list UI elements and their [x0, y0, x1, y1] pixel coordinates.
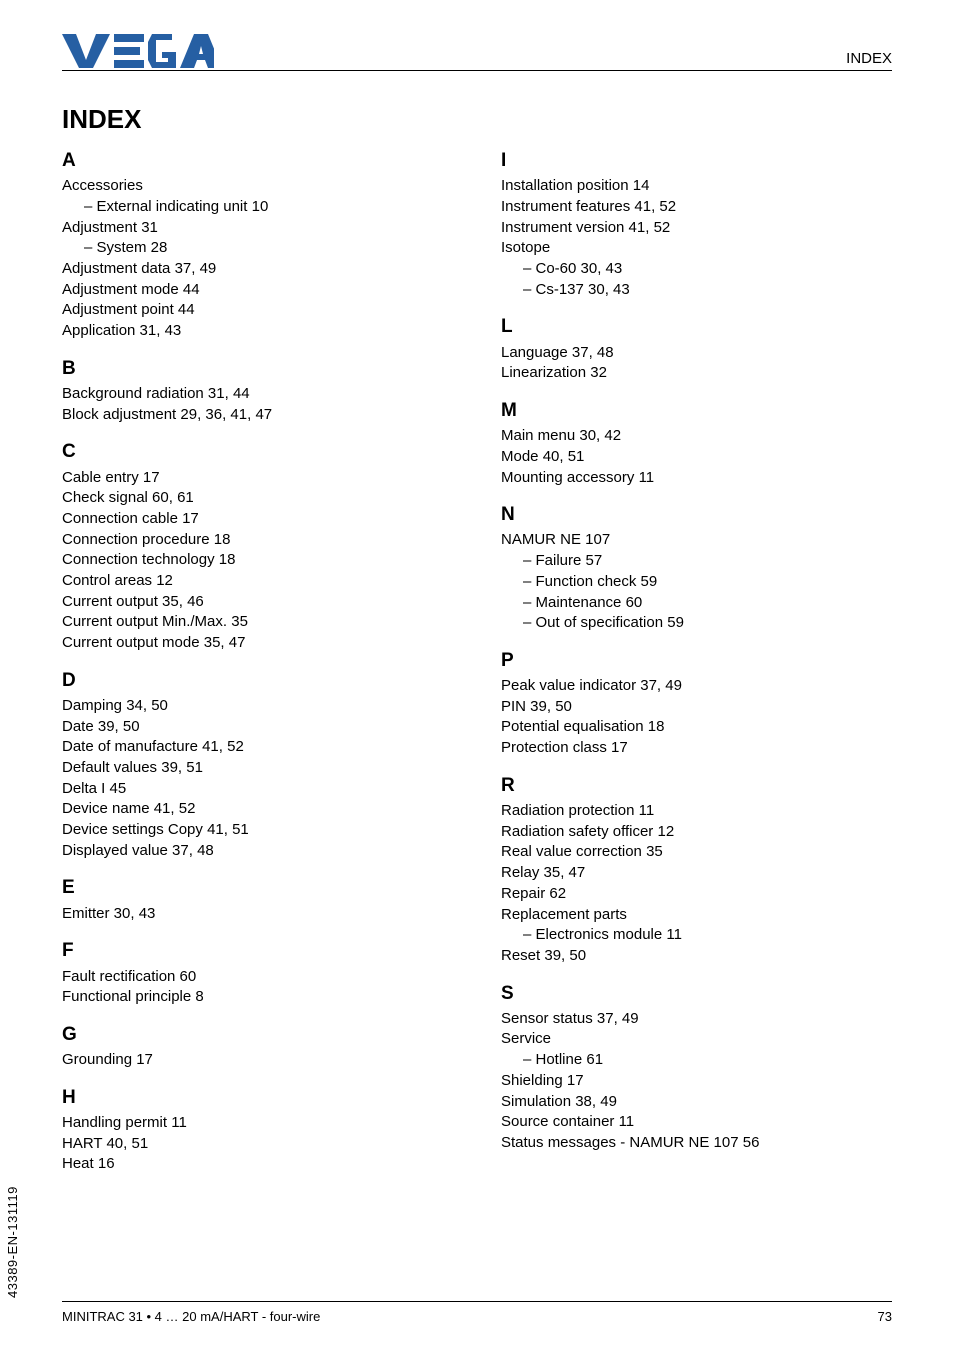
index-entry: Replacement parts [501, 905, 892, 926]
index-entry: Adjustment point 44 [62, 300, 453, 321]
index-entry: Repair 62 [501, 884, 892, 905]
index-entry: HART 40, 51 [62, 1134, 453, 1155]
index-entry: Language 37, 48 [501, 343, 892, 364]
index-subentry: – Function check 59 [501, 572, 892, 593]
index-letter: R [501, 773, 892, 799]
index-entry: NAMUR NE 107 [501, 530, 892, 551]
index-letter: B [62, 356, 453, 382]
index-entry: Peak value indicator 37, 49 [501, 676, 892, 697]
index-column-left: AAccessories– External indicating unit 1… [62, 148, 453, 1290]
index-letter: M [501, 398, 892, 424]
index-letter: I [501, 148, 892, 174]
index-subentry: – Out of specification 59 [501, 613, 892, 634]
index-letter: D [62, 668, 453, 694]
brand-logo [62, 34, 214, 68]
index-entry: Main menu 30, 42 [501, 426, 892, 447]
index-entry: Shielding 17 [501, 1071, 892, 1092]
index-entry: Grounding 17 [62, 1050, 453, 1071]
index-entry: Instrument features 41, 52 [501, 197, 892, 218]
index-entry: Date 39, 50 [62, 717, 453, 738]
document-id-vertical: 43389-EN-131119 [5, 1186, 20, 1298]
index-entry: Protection class 17 [501, 738, 892, 759]
index-entry: Default values 39, 51 [62, 758, 453, 779]
index-entry: PIN 39, 50 [501, 697, 892, 718]
index-entry: Installation position 14 [501, 176, 892, 197]
index-subentry: – System 28 [62, 238, 453, 259]
index-subentry: – Maintenance 60 [501, 593, 892, 614]
index-columns: AAccessories– External indicating unit 1… [62, 148, 892, 1290]
index-entry: Block adjustment 29, 36, 41, 47 [62, 405, 453, 426]
index-entry: Heat 16 [62, 1154, 453, 1175]
index-entry: Sensor status 37, 49 [501, 1009, 892, 1030]
header-section-label: INDEX [846, 50, 892, 67]
index-entry: Displayed value 37, 48 [62, 841, 453, 862]
index-subentry: – Cs-137 30, 43 [501, 280, 892, 301]
index-entry: Background radiation 31, 44 [62, 384, 453, 405]
index-entry: Simulation 38, 49 [501, 1092, 892, 1113]
index-letter: E [62, 875, 453, 901]
index-entry: Connection cable 17 [62, 509, 453, 530]
index-entry: Adjustment 31 [62, 218, 453, 239]
index-entry: Real value correction 35 [501, 842, 892, 863]
index-entry: Accessories [62, 176, 453, 197]
index-letter: S [501, 981, 892, 1007]
index-entry: Current output 35, 46 [62, 592, 453, 613]
index-subentry: – Failure 57 [501, 551, 892, 572]
index-letter: L [501, 314, 892, 340]
index-entry: Status messages - NAMUR NE 107 56 [501, 1133, 892, 1154]
index-entry: Reset 39, 50 [501, 946, 892, 967]
index-entry: Isotope [501, 238, 892, 259]
index-letter: A [62, 148, 453, 174]
index-entry: Date of manufacture 41, 52 [62, 737, 453, 758]
index-entry: Fault rectification 60 [62, 967, 453, 988]
index-entry: Damping 34, 50 [62, 696, 453, 717]
index-entry: Connection procedure 18 [62, 530, 453, 551]
index-entry: Check signal 60, 61 [62, 488, 453, 509]
footer-left-text: MINITRAC 31 • 4 … 20 mA/HART - four-wire [62, 1309, 320, 1324]
index-entry: Functional principle 8 [62, 987, 453, 1008]
index-entry: Potential equalisation 18 [501, 717, 892, 738]
index-entry: Instrument version 41, 52 [501, 218, 892, 239]
index-letter: N [501, 502, 892, 528]
index-entry: Adjustment mode 44 [62, 280, 453, 301]
index-letter: G [62, 1022, 453, 1048]
index-entry: Delta I 45 [62, 779, 453, 800]
footer-page-number: 73 [878, 1309, 892, 1324]
index-entry: Relay 35, 47 [501, 863, 892, 884]
page-title: INDEX [62, 104, 141, 135]
index-subentry: – External indicating unit 10 [62, 197, 453, 218]
index-entry: Control areas 12 [62, 571, 453, 592]
index-letter: C [62, 439, 453, 465]
index-entry: Emitter 30, 43 [62, 904, 453, 925]
index-entry: Adjustment data 37, 49 [62, 259, 453, 280]
footer-rule [62, 1301, 892, 1302]
index-subentry: – Hotline 61 [501, 1050, 892, 1071]
index-letter: H [62, 1085, 453, 1111]
index-entry: Mode 40, 51 [501, 447, 892, 468]
index-subentry: – Electronics module 11 [501, 925, 892, 946]
index-entry: Application 31, 43 [62, 321, 453, 342]
index-entry: Radiation safety officer 12 [501, 822, 892, 843]
index-entry: Linearization 32 [501, 363, 892, 384]
index-column-right: IInstallation position 14Instrument feat… [501, 148, 892, 1290]
index-entry: Connection technology 18 [62, 550, 453, 571]
index-entry: Cable entry 17 [62, 468, 453, 489]
index-entry: Current output Min./Max. 35 [62, 612, 453, 633]
index-entry: Current output mode 35, 47 [62, 633, 453, 654]
index-entry: Service [501, 1029, 892, 1050]
index-entry: Mounting accessory 11 [501, 468, 892, 489]
index-entry: Handling permit 11 [62, 1113, 453, 1134]
index-entry: Device settings Copy 41, 51 [62, 820, 453, 841]
index-letter: P [501, 648, 892, 674]
index-entry: Source container 11 [501, 1112, 892, 1133]
index-letter: F [62, 938, 453, 964]
index-entry: Radiation protection 11 [501, 801, 892, 822]
index-entry: Device name 41, 52 [62, 799, 453, 820]
index-subentry: – Co-60 30, 43 [501, 259, 892, 280]
header-rule [62, 70, 892, 71]
